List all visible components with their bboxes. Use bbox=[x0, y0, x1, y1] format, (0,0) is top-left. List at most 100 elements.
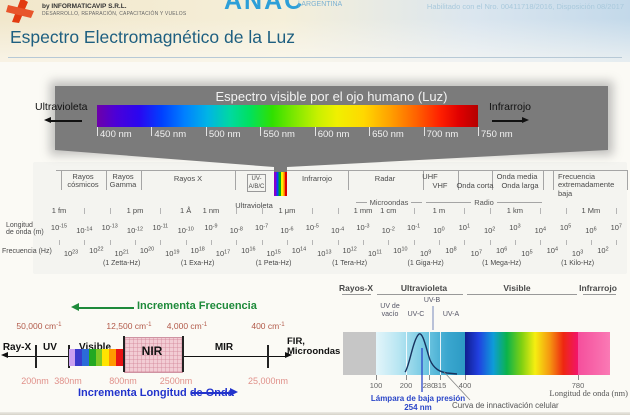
uv-band-xray bbox=[343, 332, 376, 375]
uv-axis-tick-label: 400 bbox=[458, 381, 472, 390]
visible-spectrum-bar bbox=[97, 105, 478, 127]
uv-category-label: Visible bbox=[503, 283, 531, 293]
ir-wavenumber-label: 50,000 cm-1 bbox=[16, 321, 62, 332]
uv-sub-label: UV-B bbox=[423, 297, 441, 304]
uv-axis-tick bbox=[429, 375, 430, 380]
uv-axis-tick bbox=[465, 375, 466, 380]
ir-axis-line bbox=[6, 355, 286, 358]
ir-visible-block bbox=[88, 349, 96, 366]
uv-band-infrared bbox=[578, 332, 610, 375]
frequency-arrow-line bbox=[79, 307, 134, 309]
vis-tick-mark bbox=[369, 127, 371, 136]
page-title: Espectro Electromagnético de la Luz bbox=[10, 27, 296, 47]
vis-tick-label: 750 nm bbox=[481, 129, 513, 140]
frequency-arrow-icon bbox=[71, 303, 79, 311]
lamp-label-line1: Lámpara de baja presión bbox=[370, 394, 466, 403]
vis-tick-mark bbox=[205, 127, 207, 136]
vis-tick-label: 550 nm bbox=[263, 129, 295, 140]
uv-band-separator bbox=[429, 332, 430, 375]
uv-category-label: Rayos-X bbox=[338, 283, 373, 293]
uv-band-separator bbox=[406, 332, 407, 375]
uv-axis-tick bbox=[376, 375, 377, 380]
ultraviolet-arrow-icon bbox=[44, 117, 51, 123]
ir-section-label: MIR bbox=[214, 342, 234, 353]
uv-axis-tick-label: 280 bbox=[422, 381, 436, 390]
em-chart-panel bbox=[33, 162, 627, 274]
ir-visible-block bbox=[75, 349, 82, 366]
slide-header: by INFORMATICAVIP S.R.L. DESARROLLO, REP… bbox=[0, 0, 630, 62]
uv-band-ultraviolet bbox=[376, 332, 465, 375]
ir-wavelength-label: 25,000nm bbox=[247, 376, 289, 386]
uv-band-visible bbox=[465, 332, 578, 375]
uv-category-label: Infrarrojo bbox=[579, 283, 617, 293]
ir-section-label: Ray-X bbox=[2, 342, 32, 353]
ir-wavelength-label: 380nm bbox=[54, 376, 82, 386]
ir-wavenumber-label: 400 cm-1 bbox=[251, 321, 285, 332]
uv-band-separator bbox=[440, 332, 441, 375]
visible-spectrum-figure: Espectro visible por el ojo humano (Luz)… bbox=[35, 86, 608, 150]
uv-category-label: Ultravioleta bbox=[400, 283, 448, 293]
uv-axis-tick-label: 315 bbox=[433, 381, 447, 390]
anac-logo: ANAC bbox=[224, 0, 305, 15]
uv-axis-tick bbox=[578, 375, 579, 380]
vis-tick-label: 500 nm bbox=[208, 129, 241, 140]
wavelength-arrow-label: Incrementa Longitud de Onda bbox=[78, 387, 234, 399]
informaticavip-logo-icon bbox=[6, 0, 34, 23]
uv-sub-label: UV-C bbox=[407, 311, 425, 318]
ir-visible-block bbox=[68, 349, 76, 366]
ir-wavenumber-label: 12,500 cm-1 bbox=[106, 321, 152, 332]
uv-sub-label: UV de vacío bbox=[380, 303, 400, 319]
fir-label-line1: FIR, bbox=[287, 336, 305, 347]
vis-tick-label: 450 nm bbox=[154, 129, 187, 140]
ir-axis-right-arrow-icon bbox=[285, 352, 292, 358]
uv-category-extent-line bbox=[377, 294, 463, 295]
vis-tick-mark bbox=[314, 127, 316, 136]
ir-visible-block bbox=[95, 349, 103, 366]
vis-tick-label: 700 nm bbox=[426, 129, 459, 140]
fir-label-line2: Microondas bbox=[287, 346, 341, 357]
vis-tick-label: 400 nm bbox=[100, 129, 132, 140]
ir-axis-tick bbox=[267, 345, 269, 368]
vis-tick-mark bbox=[423, 127, 425, 136]
ultraviolet-arrow-line bbox=[51, 120, 82, 122]
wavelength-arrow-line bbox=[191, 392, 231, 394]
ir-wavelength-label: 800nm bbox=[109, 376, 137, 386]
infrared-arrow-line bbox=[492, 120, 522, 122]
uv-axis-tick bbox=[406, 375, 407, 380]
em-band-divider bbox=[627, 170, 628, 190]
uv-category-extent-line bbox=[583, 294, 616, 295]
ir-wavelength-label: 200nm bbox=[21, 376, 49, 386]
ir-visible-block bbox=[115, 349, 123, 366]
brand-tagline: DESARROLLO, REPARACIÓN, CAPACITACIÓN Y V… bbox=[42, 11, 187, 17]
uv-category-extent-line bbox=[467, 294, 577, 295]
lamp-label-line2: 254 nm bbox=[404, 403, 432, 412]
ir-visible-block bbox=[102, 349, 109, 366]
uv-axis-tick-label: 780 bbox=[571, 381, 585, 390]
ultraviolet-label: Ultravioleta bbox=[35, 101, 88, 113]
ir-wavelength-label: 2500nm bbox=[159, 376, 193, 386]
vis-tick-mark bbox=[151, 127, 153, 136]
anac-argentina-label: | ARGENTINA bbox=[298, 1, 343, 8]
ir-visible-block bbox=[82, 349, 89, 366]
uv-sub-label: UV-A bbox=[442, 311, 460, 318]
ir-axis-tick bbox=[182, 336, 184, 372]
ir-axis-tick bbox=[68, 345, 70, 368]
brand-name: by INFORMATICAVIP S.R.L. bbox=[42, 3, 127, 10]
uv-category-extent-line bbox=[342, 294, 371, 295]
nir-box bbox=[124, 337, 183, 373]
infrared-label: Infrarrojo bbox=[489, 101, 532, 113]
ir-section-label: NIR bbox=[141, 344, 163, 358]
vis-tick-mark bbox=[478, 127, 479, 136]
vis-tick-mark bbox=[97, 127, 98, 136]
authorization-text: Habilitado con el Nro. 00411718/2016, Di… bbox=[426, 2, 624, 11]
title-underline bbox=[8, 57, 622, 58]
wavelength-arrow-icon bbox=[230, 388, 238, 396]
uv-axis-tick-label: 100 bbox=[369, 381, 383, 390]
ir-axis-tick bbox=[123, 336, 125, 372]
vis-tick-label: 600 nm bbox=[317, 129, 350, 140]
ir-wavenumber-label: 4,000 cm-1 bbox=[166, 321, 208, 332]
uv-axis-tick bbox=[440, 375, 441, 380]
vis-tick-mark bbox=[260, 127, 262, 136]
ir-visible-block bbox=[109, 349, 116, 366]
